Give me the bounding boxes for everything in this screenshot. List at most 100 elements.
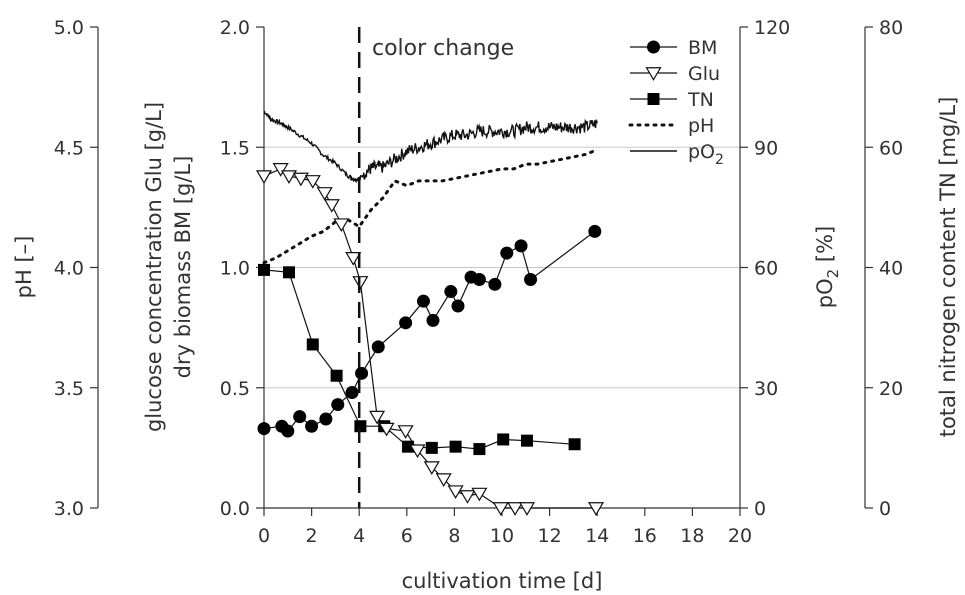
glu-point [345,252,362,266]
bm-point [371,340,385,354]
legend-label: pH [688,115,714,137]
glu-point [492,502,509,516]
ph-tick-label: 3.5 [54,378,84,400]
main-tick-label: 1.5 [220,137,250,159]
glu-point [587,502,605,516]
ph-axis-title: pH [–] [12,236,36,299]
tn-point [258,263,270,276]
tn-point [497,433,510,446]
po2-axis-title: pO2 [%] [813,226,842,308]
x-tick-label: 10 [490,525,514,547]
legend-label-sub: 2 [715,152,724,168]
bm-line [263,230,596,432]
bm-point [514,239,528,253]
glu-point [409,444,426,459]
po2-tick-label: 0 [754,498,766,520]
ph-tick-label: 4.5 [54,137,84,159]
x-tick-label: 20 [728,525,752,547]
bm-point [281,424,295,438]
x-tick-label: 0 [258,525,270,547]
legend-marker [647,93,660,105]
ph-line [262,148,599,265]
glu-point [369,410,386,425]
bm-point [257,422,271,436]
tn-tick-label: 80 [879,17,903,39]
tn-point [449,440,462,453]
bm-point [472,273,486,287]
plot-area [255,110,605,516]
glu-point [507,502,524,516]
x-tick-label: 14 [585,525,609,547]
bm-point [416,294,430,308]
glu-point [378,422,395,437]
tn-axis-title: total nitrogen content TN [mg/L] [936,97,960,438]
x-tick-label: 16 [633,525,657,547]
glu-point [280,170,298,184]
legend-label: Glu [688,63,720,85]
glu-point [333,218,350,233]
legend-label: pO2 [688,141,724,168]
glu-point [304,175,321,189]
ph-tick-label: 5.0 [54,17,84,39]
glu-point [518,502,536,516]
color-change-label: color change [372,36,514,61]
bm-point [444,285,458,299]
bm-point [305,419,319,433]
main-tick-label: 0.5 [220,378,250,400]
x-tick-label: 6 [401,525,413,547]
tn-point [520,434,533,447]
bm-point [345,386,359,400]
glu-point [272,163,289,177]
bm-point [426,313,440,327]
glu-point [471,487,488,502]
tn-tick-label: 60 [879,137,903,159]
x-axis-title: cultivation time [d] [402,569,603,593]
tn-point [401,440,414,453]
glu-point [459,490,476,504]
tn-tick-label: 0 [879,498,891,520]
po2-tick-label: 30 [754,378,778,400]
bm-point [355,366,369,380]
legend-marker [647,40,660,54]
tn-tick-label: 20 [879,378,903,400]
bm-point [399,316,413,330]
glu-point [323,199,340,213]
x-tick-label: 2 [306,525,318,547]
legend-marker [645,67,662,81]
axes: 3.03.54.04.55.00.00.51.01.52.00306090120… [54,17,903,547]
main-tick-label: 1.0 [220,258,250,280]
bm-point [524,273,538,287]
x-tick-label: 4 [353,525,365,547]
main-tick-label: 2.0 [220,17,250,39]
tn-point [330,369,343,382]
glu-point [255,170,273,184]
gridlines [264,146,740,389]
glu-point [316,187,333,201]
biomass-axis-title: dry biomass BM [g/L] [171,156,195,379]
legend: BM Glu TN pH pO2 [628,37,724,168]
glu-point [423,461,440,475]
po2-line [263,110,598,184]
bm-point [451,299,465,313]
bm-point [293,410,307,424]
glu-point [447,485,464,499]
tn-point [354,420,367,433]
glucose-axis-title: glucose concentration Glu [g/L] [142,102,166,432]
legend-label: BM [688,37,717,59]
x-tick-label: 12 [538,525,562,547]
bm-point [319,412,333,426]
legend-label-main: pO [688,141,715,163]
tn-point [473,443,486,456]
x-tick-label: 18 [680,525,704,547]
main-tick-label: 0.0 [220,498,250,520]
bm-point [500,246,514,260]
ph-tick-label: 4.0 [54,258,84,280]
tn-point [425,441,438,454]
po2-tick-label: 90 [754,137,778,159]
bm-point [331,398,345,412]
bm-point [488,277,502,291]
glu-point [397,425,414,439]
glu-point [435,473,452,487]
tn-point [568,438,581,451]
